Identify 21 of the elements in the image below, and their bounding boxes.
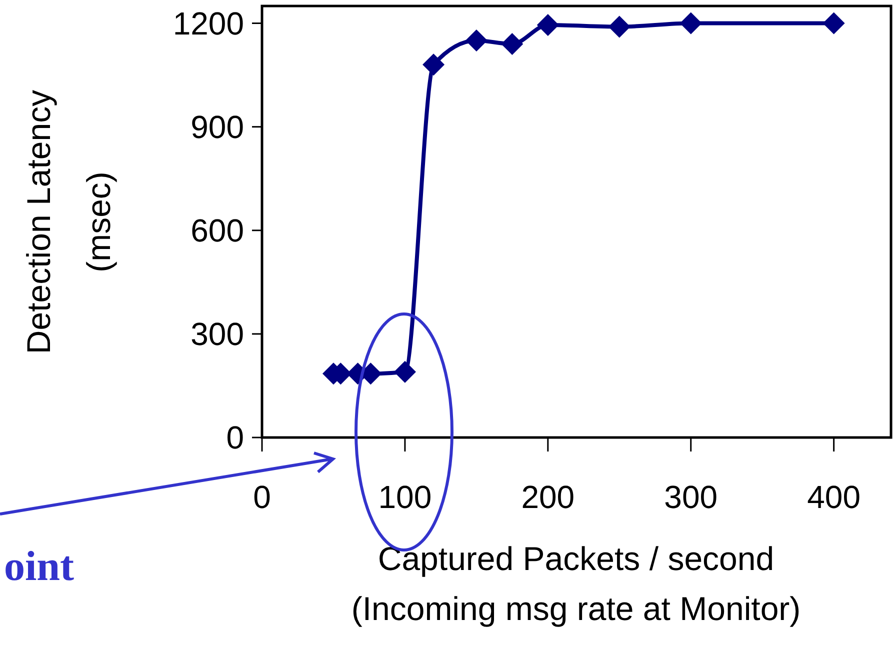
x-tick-label: 400 (807, 479, 861, 515)
point (680, 12, 702, 34)
point (822, 12, 845, 34)
y-axis-title: Detection Latency (msec) (20, 89, 117, 354)
point (465, 30, 488, 52)
point (422, 54, 445, 76)
x-axis-title: Captured Packets / second (Incoming msg rate at Monitor) (351, 540, 801, 627)
x-tick-label: 300 (664, 479, 718, 515)
y-tick-label: 0 (226, 420, 244, 456)
x-tick-label: 200 (521, 479, 575, 515)
point (536, 14, 559, 36)
x-tick-label: 100 (378, 479, 432, 515)
y-tick-label: 600 (190, 212, 244, 249)
point (501, 32, 524, 55)
y-tick-label: 1200 (172, 5, 244, 42)
y-tick-label: 300 (190, 316, 244, 352)
text: oint (4, 544, 74, 590)
point (608, 16, 630, 38)
x-tick-label: 0 (253, 479, 271, 515)
point (394, 360, 416, 383)
y-tick-label: 900 (190, 109, 244, 146)
